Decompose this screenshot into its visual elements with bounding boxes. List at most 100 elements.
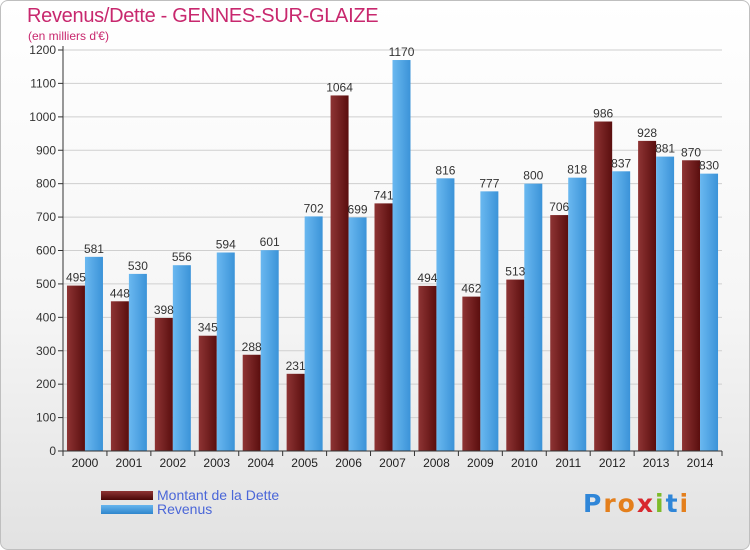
data-label-revenue: 837 [611, 156, 631, 170]
logo-letter: t [665, 489, 680, 518]
data-label-debt: 513 [505, 265, 525, 279]
logo-letter: i [655, 489, 666, 518]
data-label-revenue: 777 [479, 176, 499, 190]
data-label-debt: 1064 [326, 80, 353, 94]
data-label-debt: 986 [593, 107, 613, 121]
x-tick-label: 2013 [643, 456, 670, 470]
logo-letter: o [617, 489, 637, 518]
y-tick-label: 200 [36, 377, 56, 391]
bar-debt [198, 335, 217, 451]
legend-swatch-debt [101, 490, 153, 500]
data-label-revenue: 581 [84, 242, 104, 256]
x-tick-label: 2014 [687, 456, 714, 470]
data-label-debt: 345 [198, 321, 218, 335]
y-tick-label: 1000 [29, 110, 56, 124]
y-tick-label: 1100 [30, 76, 56, 90]
data-label-debt: 448 [110, 286, 130, 300]
bar-revenue [392, 60, 411, 452]
bar-revenue [700, 173, 719, 451]
bar-debt [66, 285, 85, 451]
legend-item-debt: Montant de la Dette [101, 487, 280, 503]
data-label-debt: 462 [461, 282, 481, 296]
bar-debt [286, 373, 305, 451]
legend-item-revenue: Revenus [101, 501, 213, 517]
logo-letter: P [583, 489, 604, 518]
y-tick-label: 300 [36, 344, 56, 358]
data-label-debt: 706 [549, 200, 569, 214]
bar-debt [594, 121, 613, 452]
logo-letter: i [679, 489, 691, 518]
bar-revenue [524, 183, 543, 451]
bar-debt [638, 140, 657, 452]
y-tick-label: 800 [36, 177, 56, 191]
data-label-debt: 495 [66, 271, 86, 285]
data-label-revenue: 818 [567, 163, 587, 177]
x-tick-label: 2009 [467, 456, 494, 470]
data-label-debt: 741 [373, 188, 393, 202]
bar-debt [242, 354, 261, 451]
proxiti-logo: Proxiti [583, 489, 690, 518]
bar-revenue [304, 216, 323, 451]
x-tick-label: 2000 [72, 456, 99, 470]
data-label-debt: 398 [154, 303, 174, 317]
data-label-debt: 870 [681, 145, 701, 159]
x-tick-label: 2011 [555, 456, 581, 470]
x-tick-label: 2012 [599, 456, 626, 470]
y-tick-label: 100 [36, 411, 56, 425]
bar-revenue [172, 265, 191, 451]
x-tick-label: 2004 [247, 456, 274, 470]
data-label-debt: 288 [242, 340, 262, 354]
x-tick-label: 2006 [335, 456, 362, 470]
x-tick-label: 2010 [511, 456, 538, 470]
bar-revenue [128, 273, 147, 451]
bar-debt [154, 318, 173, 451]
x-tick-label: 2003 [203, 456, 230, 470]
bar-debt [550, 215, 569, 451]
data-label-revenue: 816 [435, 163, 455, 177]
data-label-debt: 494 [417, 271, 437, 285]
data-label-revenue: 702 [304, 201, 324, 215]
data-label-debt: 231 [286, 359, 306, 373]
legend-swatch-revenue [101, 504, 153, 514]
data-label-debt: 928 [637, 126, 657, 140]
data-label-revenue: 601 [260, 235, 280, 249]
bar-debt [462, 296, 481, 451]
y-tick-label: 700 [36, 210, 56, 224]
data-label-revenue: 1170 [389, 45, 415, 59]
y-tick-label: 500 [36, 277, 56, 291]
bar-revenue [260, 250, 279, 451]
x-tick-label: 2007 [379, 456, 406, 470]
legend-label-revenue: Revenus [157, 501, 213, 517]
y-tick-label: 900 [36, 143, 56, 157]
bar-revenue [84, 256, 103, 451]
bar-revenue [568, 177, 587, 451]
y-tick-label: 600 [36, 244, 56, 258]
data-label-revenue: 556 [172, 250, 192, 264]
legend-label-debt: Montant de la Dette [157, 487, 280, 503]
x-tick-label: 2008 [423, 456, 450, 470]
bar-debt [682, 160, 701, 451]
data-label-revenue: 830 [699, 159, 719, 173]
data-label-revenue: 800 [523, 169, 543, 183]
chart-title: Revenus/Dette - GENNES-SUR-GLAIZE [27, 5, 379, 27]
data-label-revenue: 699 [348, 202, 368, 216]
x-tick-label: 2001 [116, 456, 143, 470]
y-tick-label: 0 [49, 444, 56, 458]
bar-revenue [480, 191, 499, 452]
bar-debt [418, 285, 437, 451]
chart-subtitle: (en milliers d'€) [28, 29, 109, 43]
bar-debt [330, 95, 349, 452]
data-label-revenue: 594 [216, 238, 236, 252]
data-label-revenue: 530 [128, 259, 148, 273]
x-tick-label: 2002 [159, 456, 186, 470]
bar-revenue [436, 178, 455, 451]
y-tick-label: 1200 [29, 43, 56, 57]
bar-revenue [612, 171, 631, 452]
bar-revenue [216, 252, 235, 451]
bar-debt [506, 279, 525, 451]
data-label-revenue: 881 [655, 142, 675, 156]
y-tick-label: 400 [36, 310, 56, 324]
x-tick-label: 2005 [291, 456, 318, 470]
